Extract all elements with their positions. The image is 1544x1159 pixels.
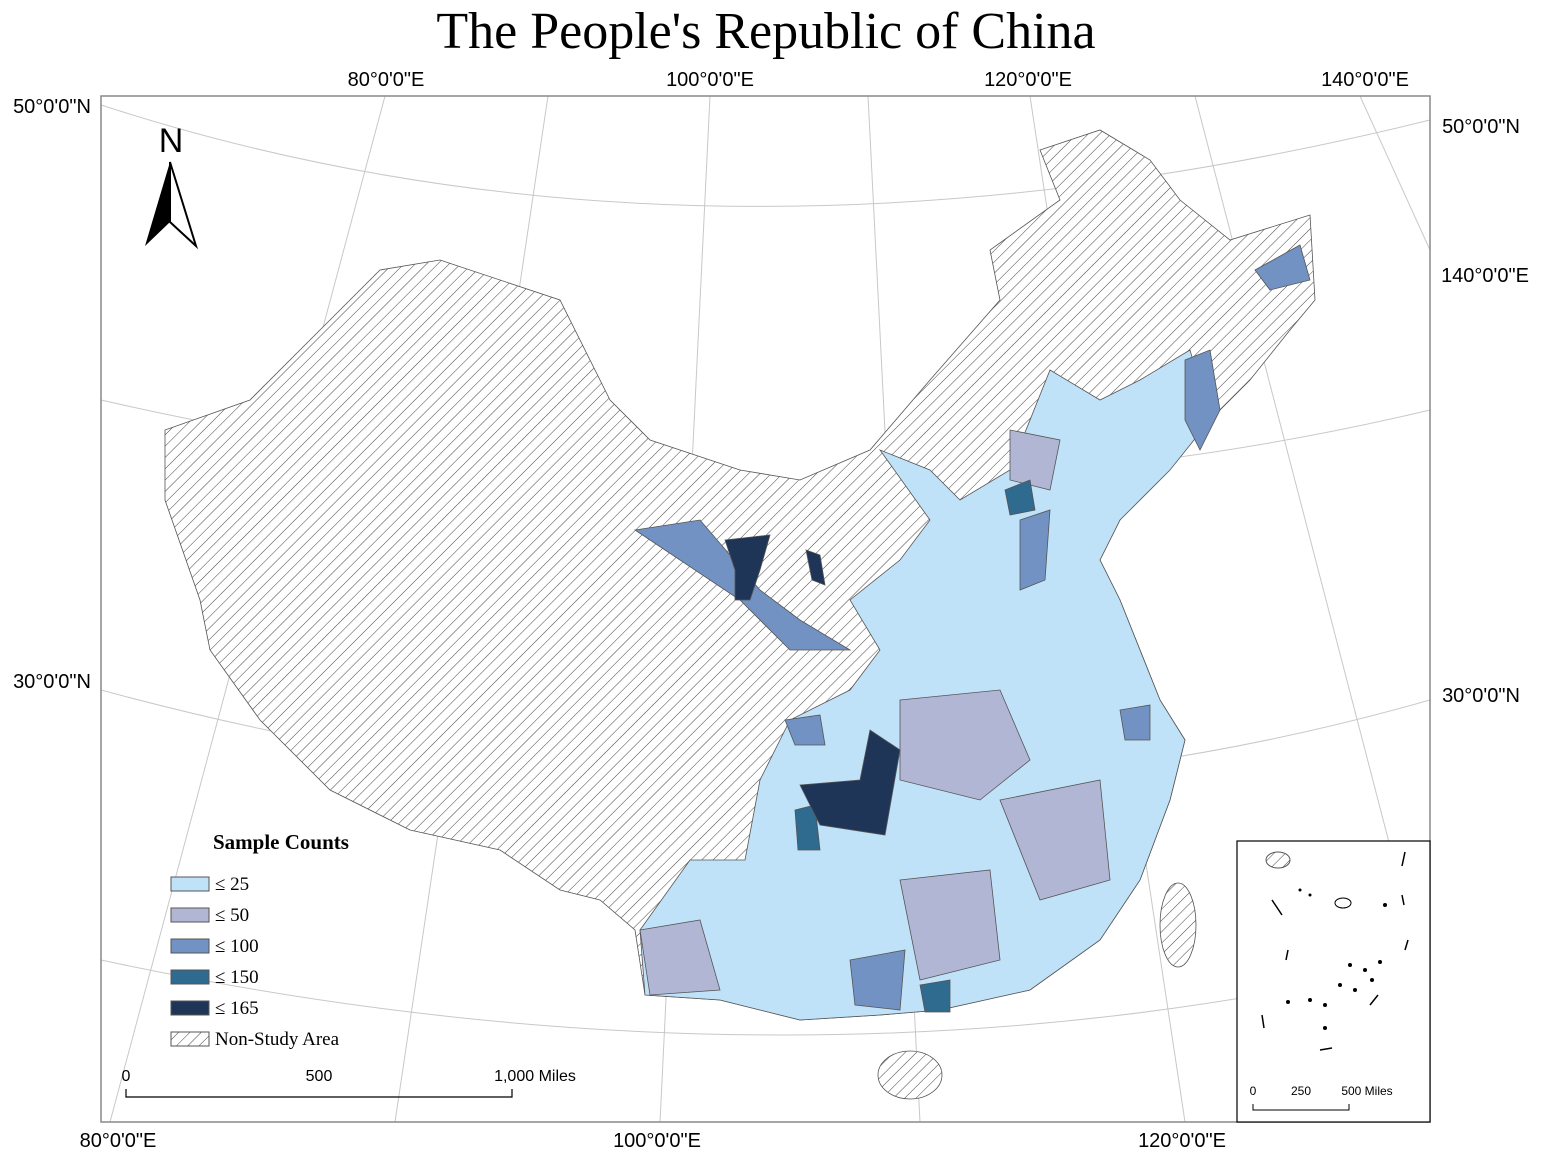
taiwan	[1159, 882, 1197, 968]
region	[1004, 479, 1036, 516]
graticule-label: 120°0'0"E	[984, 69, 1072, 91]
inset: 0 250 500 Miles	[1236, 840, 1431, 1123]
graticule-label: 80°0'0"E	[80, 1130, 157, 1152]
map-frame	[100, 95, 1431, 1123]
graticule-label: 30°0'0"N	[13, 671, 91, 693]
hainan	[877, 1050, 943, 1100]
scale-bar: 0 500 1,000 Miles	[122, 1068, 576, 1098]
inset-scale-label: 250	[1291, 1084, 1311, 1098]
legend-label: ≤ 165	[215, 998, 259, 1019]
region	[724, 534, 771, 601]
graticule-label: 100°0'0"E	[666, 69, 754, 91]
legend-label: ≤ 50	[215, 905, 249, 926]
graticule-label: 80°0'0"E	[348, 69, 425, 91]
graticule-label: 50°0'0"N	[13, 96, 91, 118]
scale-label: 1,000 Miles	[494, 1068, 576, 1085]
graticule-label: 140°0'0"E	[1441, 265, 1529, 287]
graticule-label: 50°0'0"N	[1442, 116, 1520, 138]
legend-label: Non-Study Area	[215, 1029, 340, 1050]
region	[849, 949, 906, 1011]
region	[784, 714, 826, 746]
region	[1254, 244, 1311, 291]
legend-swatch	[170, 876, 210, 892]
graticule-label: 100°0'0"E	[613, 1130, 701, 1152]
inset-scale-label: 500 Miles	[1341, 1084, 1392, 1098]
region	[899, 869, 1001, 981]
region	[919, 979, 951, 1013]
graticule-label: 30°0'0"N	[1442, 685, 1520, 707]
legend-swatch	[170, 1000, 210, 1016]
region	[1119, 704, 1151, 741]
map-title: The People's Republic of China	[436, 3, 1095, 60]
legend-label: ≤ 25	[215, 874, 249, 895]
scale-label: 500	[306, 1068, 333, 1085]
legend-swatch	[170, 907, 210, 923]
legend-swatch	[170, 969, 210, 985]
scale-label: 0	[122, 1068, 131, 1085]
legend-swatch	[170, 938, 210, 954]
region	[799, 729, 901, 836]
region	[899, 689, 1031, 801]
north-label: N	[159, 122, 184, 160]
region	[805, 549, 826, 586]
china	[164, 129, 1316, 1100]
legend-label: ≤ 100	[215, 936, 259, 957]
graticule-label: 140°0'0"E	[1321, 69, 1409, 91]
region	[639, 919, 721, 996]
region	[1009, 429, 1061, 491]
legend-title: Sample Counts	[213, 830, 349, 854]
legend-swatch	[170, 1031, 210, 1047]
legend: Sample Counts ≤ 25 ≤ 50 ≤ 100 ≤ 150 ≤ 165 Non…	[170, 830, 349, 1050]
inset-scale-label: 0	[1250, 1084, 1257, 1098]
region	[999, 779, 1111, 901]
region	[1184, 349, 1221, 451]
region	[794, 804, 821, 851]
north-arrow: N	[145, 122, 199, 250]
legend-label: ≤ 150	[215, 967, 259, 988]
region	[1019, 509, 1051, 591]
graticule-label: 120°0'0"E	[1138, 1130, 1226, 1152]
